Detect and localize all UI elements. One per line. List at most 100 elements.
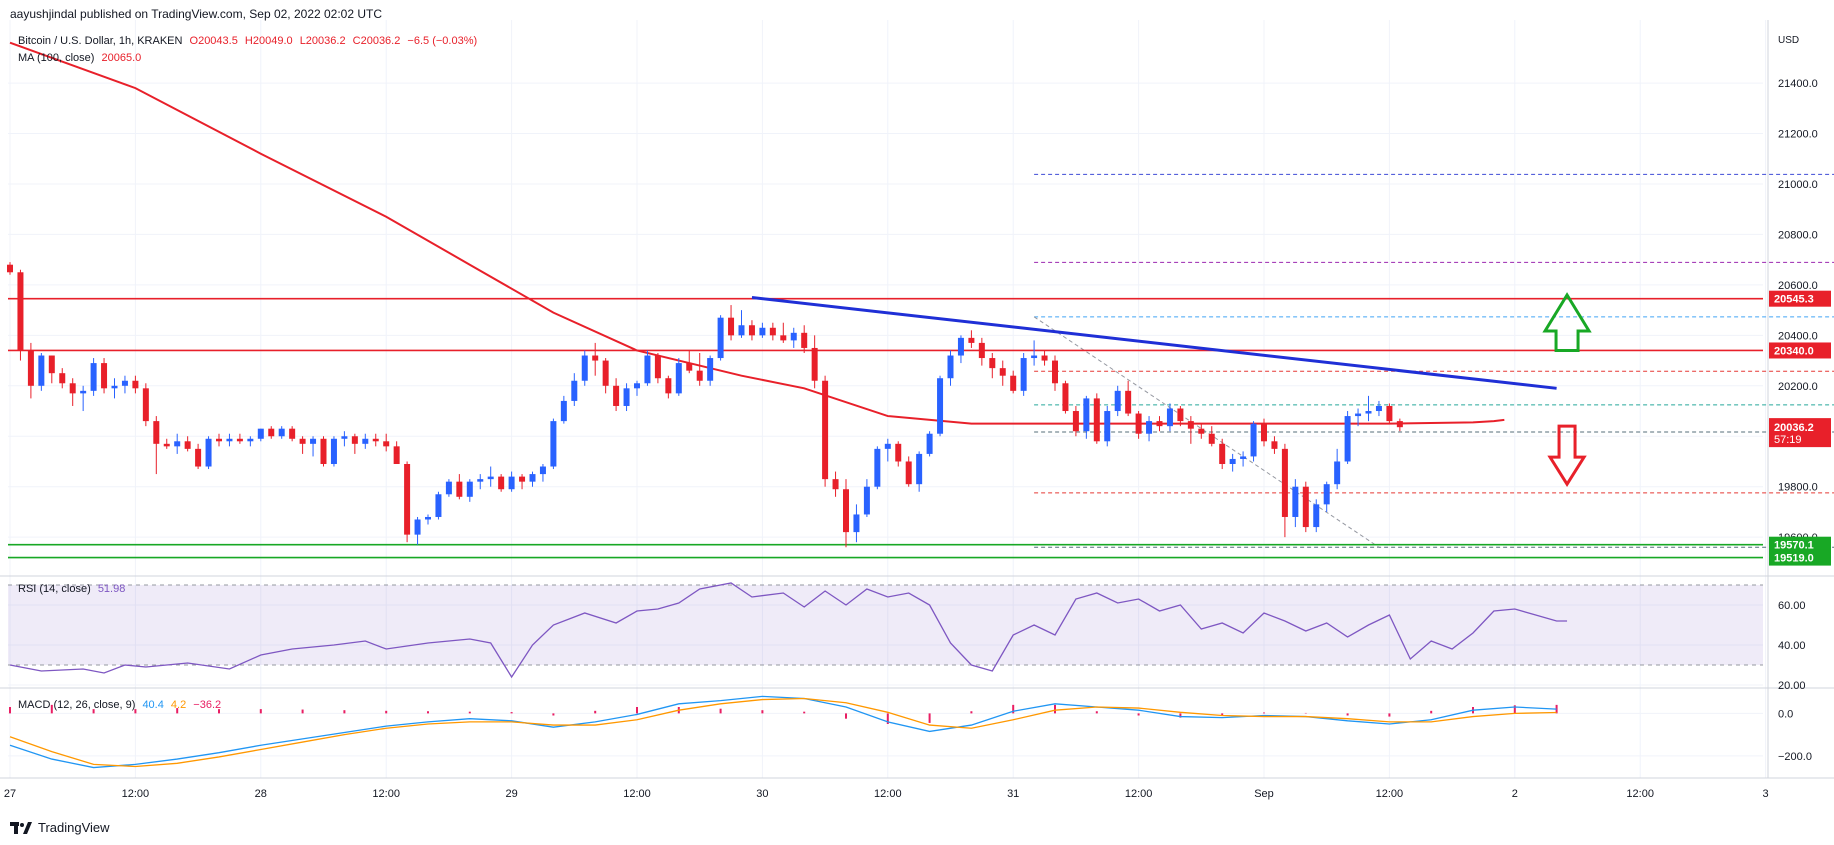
- macd-histogram-bar: [385, 710, 388, 714]
- candle-body: [968, 337, 975, 343]
- rsi-legend: RSI (14, close) 51.98: [18, 583, 125, 595]
- candle-body: [748, 325, 755, 336]
- tradingview-brand[interactable]: TradingView: [10, 820, 110, 835]
- candle-body: [571, 380, 578, 401]
- candle-body: [1219, 443, 1226, 464]
- candle-body: [1396, 421, 1403, 428]
- candle-body: [602, 360, 609, 386]
- candle-body: [1334, 461, 1341, 485]
- candle-body: [487, 476, 494, 480]
- candle-body: [1104, 411, 1111, 442]
- macd-histogram-bar: [1179, 713, 1182, 718]
- price-axis-tick: 20800.0: [1778, 229, 1818, 241]
- candle-body: [153, 421, 160, 444]
- candle-body: [1093, 398, 1100, 442]
- candle-body: [769, 327, 776, 336]
- candle-body: [1281, 448, 1288, 517]
- candle-body: [738, 325, 745, 336]
- price-axis-label-bg: [1769, 342, 1831, 359]
- candle-body: [1302, 486, 1309, 528]
- candle-body: [895, 443, 902, 462]
- macd-histogram-bar: [510, 712, 513, 714]
- candle-body: [937, 378, 944, 434]
- candle-body: [560, 400, 567, 422]
- candle-body: [550, 421, 557, 467]
- price-axis-level-label: 19519.0: [1774, 553, 1814, 565]
- candle-body: [1135, 413, 1142, 434]
- candle-body: [822, 380, 829, 480]
- last-price-label-bg: [1769, 418, 1831, 448]
- time-axis-tick: 12:00: [874, 788, 902, 800]
- candle-body: [508, 476, 515, 490]
- macd-histogram-bar: [928, 713, 931, 723]
- candle-body: [121, 380, 128, 386]
- candle-body: [80, 390, 87, 394]
- fib-diagonal: [1033, 316, 1380, 548]
- candle-body: [1010, 375, 1017, 391]
- candle-body: [320, 438, 327, 464]
- candle-body: [519, 476, 526, 482]
- rsi-legend-value: 51.98: [97, 583, 126, 595]
- candle-body: [1166, 408, 1173, 427]
- candle-body: [1156, 421, 1163, 427]
- brand-label: TradingView: [38, 820, 110, 835]
- candle-body: [7, 264, 13, 273]
- macd-histogram-bar: [803, 711, 806, 714]
- macd-histogram-bar: [1388, 713, 1391, 717]
- candle-body: [1292, 486, 1299, 517]
- candle-body: [874, 448, 881, 487]
- candle-body: [654, 355, 661, 379]
- macd-histogram-bar: [886, 713, 889, 724]
- rsi-axis-tick: 20.00: [1778, 680, 1806, 692]
- candle-body: [216, 438, 222, 442]
- macd-histogram-bar: [218, 709, 220, 714]
- candle-body: [111, 385, 118, 389]
- candle-body: [184, 441, 191, 449]
- macd-histogram-bar: [1346, 713, 1349, 716]
- time-axis-tick: 12:00: [1376, 788, 1404, 800]
- tradingview-logo-icon: [10, 821, 32, 834]
- candle-body: [383, 441, 390, 447]
- symbol-name: Bitcoin / U.S. Dollar, 1h, KRAKEN: [18, 35, 183, 47]
- candle-body: [717, 317, 724, 359]
- time-axis-tick: 3: [1763, 788, 1769, 800]
- macd-histogram-bar: [1137, 713, 1140, 716]
- candle-body: [174, 441, 181, 447]
- candle-body: [142, 388, 149, 422]
- candle-body: [498, 476, 505, 490]
- macd-legend: MACD (12, 26, close, 9) 40.4 4.2 −36.2: [18, 699, 221, 711]
- candle-body: [665, 378, 672, 394]
- time-axis-tick: 12:00: [1125, 788, 1153, 800]
- candle-body: [843, 489, 849, 533]
- candle-body: [310, 438, 317, 444]
- candle-body: [884, 443, 891, 449]
- macd-histogram-bar: [1263, 712, 1265, 714]
- candle-body: [634, 383, 640, 389]
- candle-body: [1062, 383, 1069, 412]
- ma-100-line: [9, 41, 1505, 425]
- macd-histogram-bar: [9, 707, 11, 714]
- candle-body: [978, 342, 985, 359]
- candle-body: [17, 272, 24, 351]
- symbol-legend: Bitcoin / U.S. Dollar, 1h, KRAKEN O20043…: [18, 35, 477, 47]
- macd-histogram-bar: [92, 709, 95, 714]
- candle-body: [999, 368, 1006, 376]
- candle-body: [1208, 433, 1215, 444]
- rsi-line: [9, 582, 1568, 679]
- time-axis-tick: 12:00: [1626, 788, 1654, 800]
- candle-body: [916, 453, 923, 485]
- candle-body: [226, 438, 233, 442]
- candle-body: [289, 428, 296, 439]
- candle-body: [1240, 456, 1247, 459]
- macd-histogram-bar: [845, 713, 847, 719]
- candle-body: [1052, 360, 1058, 384]
- candle-body: [905, 461, 912, 485]
- candle-body: [59, 373, 66, 384]
- time-axis-tick: 12:00: [623, 788, 651, 800]
- candle-body: [132, 380, 139, 389]
- macd-histogram-bar: [636, 707, 638, 714]
- candle-body: [1313, 504, 1320, 528]
- candle-body: [780, 335, 787, 341]
- price-axis-label-bg: [1769, 290, 1831, 307]
